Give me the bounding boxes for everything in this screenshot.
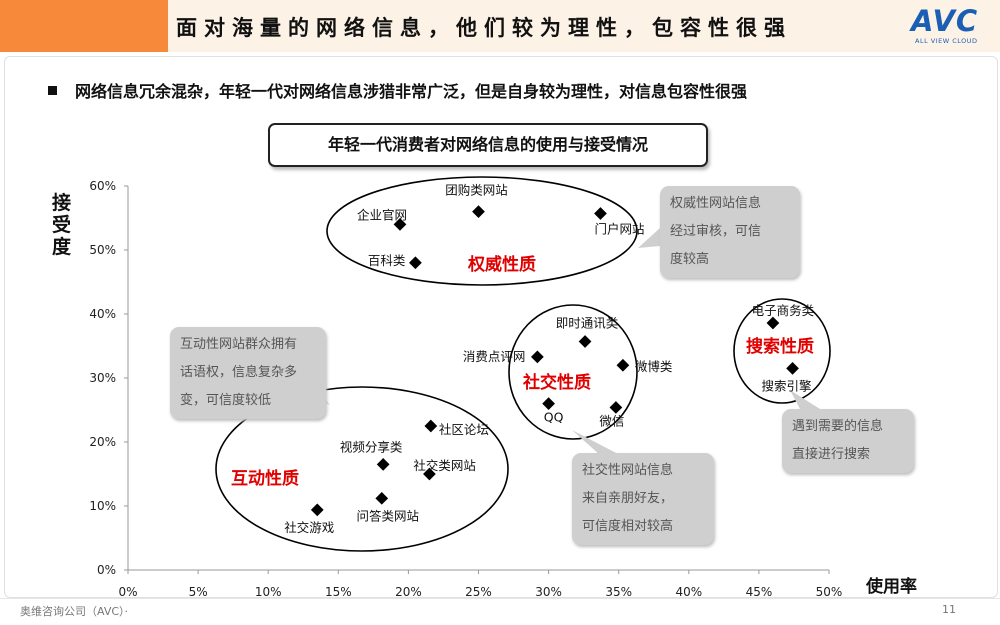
data-point: [766, 316, 780, 330]
callout-pointer-search: [790, 390, 820, 409]
y-tick-label: 40%: [89, 307, 116, 321]
callout-line: 直接进行搜索: [792, 447, 871, 462]
bullet-point: 网络信息冗余混杂，年轻一代对网络信息涉猎非常广泛，但是自身较为理性，对信息包容性…: [48, 78, 747, 102]
data-point: [609, 401, 623, 414]
x-tick-label: 20%: [395, 585, 422, 599]
data-point: [393, 218, 407, 231]
group-label: 社交性质: [522, 372, 591, 393]
point-label: 百科类: [368, 253, 406, 268]
y-axis-label: 接受度: [52, 192, 72, 258]
data-point: [423, 467, 436, 481]
point-label: 问答类网站: [357, 508, 420, 523]
logo-text: AVC: [911, 4, 979, 38]
point-label: 社交游戏: [284, 520, 334, 535]
x-tick-label: 5%: [189, 585, 208, 599]
data-point: [409, 256, 422, 270]
bullet-text: 网络信息冗余混杂，年轻一代对网络信息涉猎非常广泛，但是自身较为理性，对信息包容性…: [75, 82, 748, 101]
data-point: [310, 503, 324, 517]
point-label: 微博类: [635, 359, 673, 374]
data-point: [578, 335, 592, 348]
point-label: 企业官网: [357, 207, 407, 222]
ellipse-search: [733, 298, 831, 404]
y-tick-label: 20%: [89, 435, 116, 449]
point-label: 社交类网站: [413, 458, 476, 473]
ellipse-social: [508, 304, 638, 440]
y-tick-label: 10%: [89, 499, 116, 513]
ellipse-authority: [326, 176, 638, 286]
data-point: [786, 362, 799, 375]
chart-title: 年轻一代消费者对网络信息的使用与接受情况: [268, 123, 708, 167]
logo-subtitle: ALL VIEW CLOUD: [915, 37, 978, 45]
point-label: 社区论坛: [439, 422, 489, 437]
x-tick-label: 25%: [465, 585, 492, 599]
data-point: [616, 358, 630, 372]
callout-interaction: 互动性网站群众拥有 话语权，信息复杂多 变，可信度较低: [170, 327, 326, 419]
callout-line: 社交性网站信息: [582, 463, 674, 478]
slide-title: 面对海量的网络信息，他们较为理性，包容性很强: [176, 16, 792, 40]
data-point: [594, 207, 607, 220]
y-tick-label: 30%: [89, 371, 116, 385]
callout-search: 遇到需要的信息 直接进行搜索: [782, 409, 914, 473]
footer-company: 奥维咨询公司（AVC）·: [20, 605, 129, 618]
data-point: [376, 458, 390, 471]
point-label: 电子商务类: [752, 303, 815, 318]
callout-authority: 权威性网站信息 经过审核，可信 度较高: [660, 186, 800, 278]
data-point: [424, 419, 438, 433]
point-label: 门户网站: [594, 222, 644, 237]
callout-line: 权威性网站信息: [670, 196, 762, 211]
data-point: [472, 205, 485, 218]
point-label: 团购类网站: [445, 183, 508, 198]
callout-social: 社交性网站信息 来自亲朋好友， 可信度相对较高: [572, 453, 714, 545]
callout-line: 互动性网站群众拥有: [180, 337, 298, 352]
y-tick-label: 60%: [89, 179, 116, 193]
bullet-square-icon: [48, 86, 57, 95]
callout-line: 经过审核，可信: [670, 224, 762, 239]
callout-line: 度较高: [670, 252, 710, 267]
page-number: 11: [942, 603, 956, 616]
data-point: [531, 350, 544, 364]
point-label: 视频分享类: [340, 439, 403, 454]
avc-logo: AVC ALL VIEW CLOUD: [905, 4, 995, 48]
x-tick-label: 35%: [605, 585, 632, 599]
x-tick-label: 15%: [325, 585, 352, 599]
y-tick-label: 50%: [89, 243, 116, 257]
callout-line: 遇到需要的信息: [792, 419, 884, 434]
content-frame: [4, 56, 998, 598]
callout-line: 来自亲朋好友，: [582, 491, 674, 506]
point-label: 搜索引擎: [762, 378, 812, 393]
y-tick-label: 0%: [97, 563, 116, 577]
point-label: QQ: [544, 410, 564, 425]
point-label: 即时通讯类: [556, 316, 619, 331]
callout-line: 话语权，信息复杂多: [180, 365, 298, 380]
x-tick-label: 45%: [746, 585, 773, 599]
point-label: 消费点评网: [463, 349, 526, 364]
ellipse-interaction: [215, 386, 509, 552]
x-tick-label: 30%: [535, 585, 562, 599]
point-label: 微信: [599, 413, 624, 428]
x-tick-label: 0%: [118, 585, 137, 599]
x-tick-label: 10%: [255, 585, 282, 599]
header-accent: [0, 0, 168, 52]
callout-pointer-authority: [638, 228, 660, 248]
callout-line: 变，可信度较低: [180, 393, 272, 408]
scatter-chart: 0% 5% 10% 15% 20% 25% 30% 35% 40% 45% 50% 0% 10% 20% 3…: [89, 176, 842, 599]
x-tick-label: 50%: [816, 585, 843, 599]
callout-line: 可信度相对较高: [582, 519, 674, 534]
x-tick-label: 40%: [675, 585, 702, 599]
group-label: 搜索性质: [746, 336, 814, 357]
footer-divider: [0, 598, 1000, 599]
data-point: [542, 397, 555, 410]
x-axis-label: 使用率: [866, 577, 917, 597]
group-label: 互动性质: [231, 468, 299, 489]
data-point: [375, 491, 389, 505]
group-label: 权威性质: [467, 254, 536, 275]
callout-pointer-social: [572, 430, 620, 455]
chart-axes: 0% 5% 10% 15% 20% 25% 30% 35% 40% 45% 50% 0% 10% 20% 3…: [89, 179, 842, 599]
